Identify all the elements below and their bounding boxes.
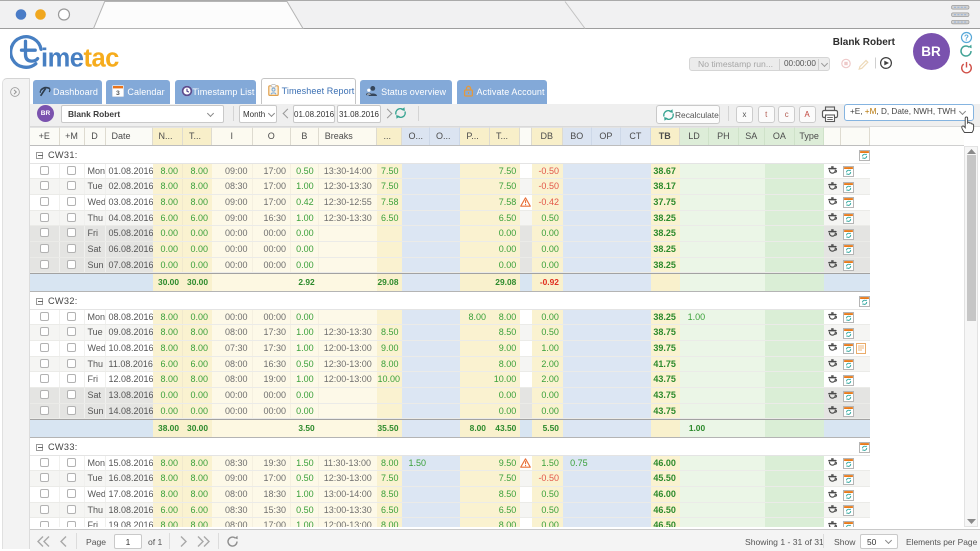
svg-text:imetac: imetac: [41, 45, 119, 73]
svg-text:?: ?: [964, 34, 969, 43]
svg-text:3: 3: [116, 90, 120, 97]
